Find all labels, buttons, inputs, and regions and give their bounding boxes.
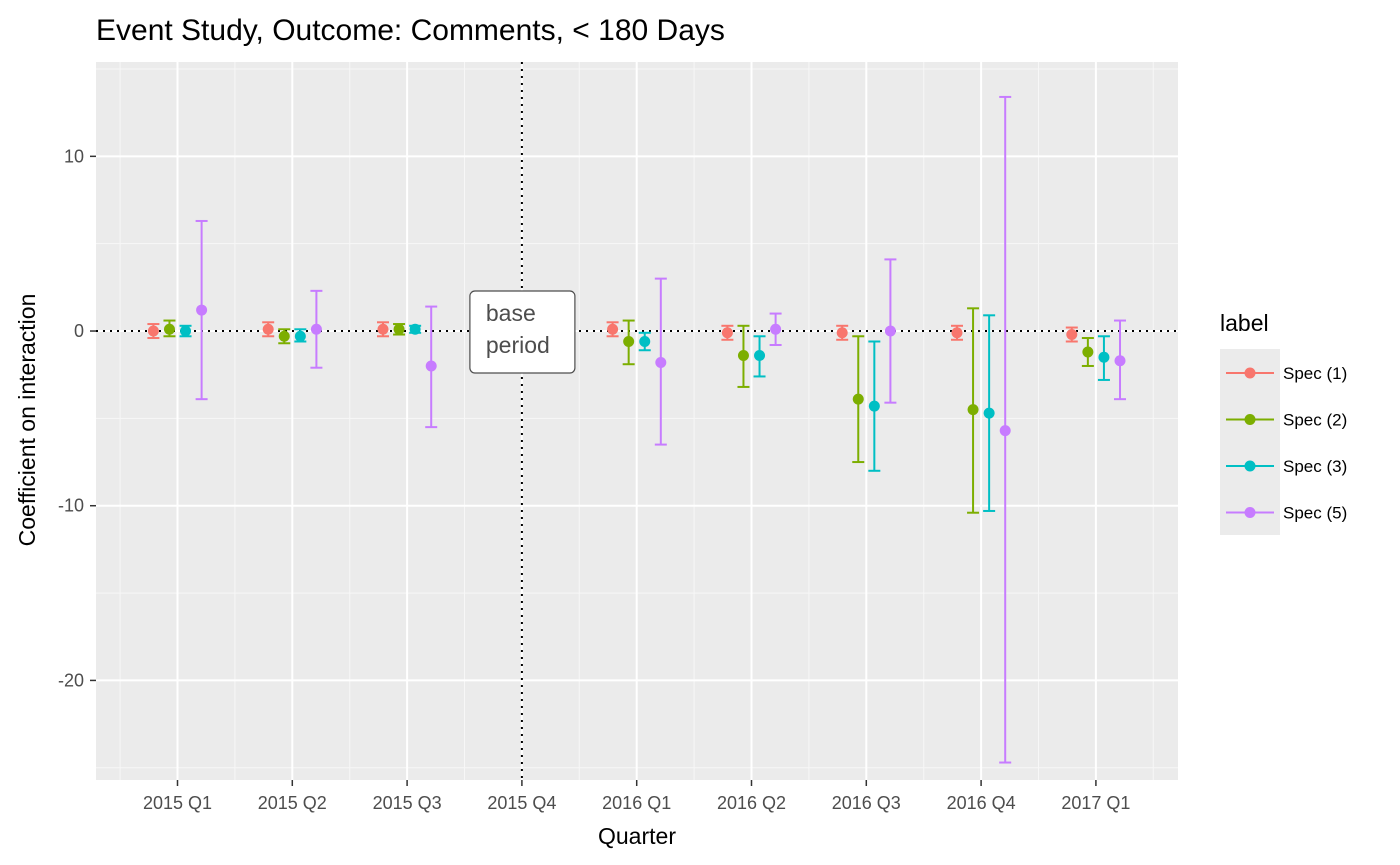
- data-point: [737, 349, 749, 361]
- x-tick-label: 2015 Q2: [258, 793, 327, 813]
- data-point: [409, 323, 421, 335]
- base-period-annotation: base period: [469, 290, 576, 374]
- data-point: [983, 407, 995, 419]
- y-axis: -20 -10 0 10: [58, 146, 96, 690]
- data-point: [1082, 346, 1094, 358]
- data-point: [852, 393, 864, 405]
- data-point: [623, 336, 635, 348]
- data-point: [278, 330, 290, 342]
- legend-item: Spec (1): [1226, 364, 1347, 383]
- y-tick-label: -10: [58, 496, 84, 516]
- reference-lines: [96, 62, 1178, 780]
- legend: label Spec (1) Spec (2) Spec (3) Spec (5): [1220, 310, 1347, 535]
- data-point: [180, 325, 192, 337]
- data-point: [999, 425, 1011, 437]
- data-point: [1098, 351, 1110, 363]
- y-tick-label: -20: [58, 670, 84, 690]
- legend-item: Spec (3): [1226, 457, 1347, 476]
- grid-major: [96, 62, 1178, 780]
- data-point: [770, 323, 782, 335]
- legend-key-point: [1244, 414, 1256, 425]
- x-tick-label: 2016 Q3: [832, 793, 901, 813]
- x-tick-label: 2015 Q3: [373, 793, 442, 813]
- legend-key-background: [1220, 349, 1280, 535]
- legend-title: label: [1220, 310, 1269, 336]
- data-point: [196, 304, 208, 316]
- x-tick-label: 2015 Q1: [143, 793, 212, 813]
- annotation-box: [469, 290, 576, 374]
- data-point: [294, 330, 306, 342]
- data-point: [951, 327, 963, 339]
- chart-title: Event Study, Outcome: Comments, < 180 Da…: [96, 14, 725, 47]
- legend-key-point: [1244, 507, 1256, 518]
- data-point: [377, 323, 389, 335]
- legend-item: Spec (5): [1226, 504, 1347, 523]
- legend-label: Spec (3): [1283, 457, 1347, 476]
- x-tick-label: 2016 Q4: [947, 793, 1016, 813]
- data-point: [836, 327, 848, 339]
- legend-label: Spec (2): [1283, 411, 1347, 430]
- y-axis-title: Coefficient on interaction: [14, 294, 40, 547]
- data-point: [163, 323, 175, 335]
- x-tick-label: 2017 Q1: [1061, 793, 1130, 813]
- data-point: [607, 323, 619, 335]
- annotation-text: base: [486, 300, 536, 326]
- data-point: [639, 336, 651, 348]
- data-point: [721, 327, 733, 339]
- legend-key-point: [1244, 367, 1256, 379]
- data-point: [425, 360, 437, 372]
- data-point: [262, 323, 274, 335]
- y-tick-label: 10: [64, 146, 84, 166]
- data-point: [655, 356, 667, 368]
- x-tick-label: 2016 Q1: [602, 793, 671, 813]
- x-axis: 2015 Q1 2015 Q2 2015 Q3 2015 Q4 2016 Q1 2016 …: [143, 780, 1130, 813]
- data-point: [1066, 329, 1078, 341]
- y-tick-label: 0: [74, 321, 84, 341]
- data-points: [147, 304, 1126, 437]
- data-point: [310, 323, 322, 335]
- data-point: [868, 400, 880, 412]
- legend-label: Spec (5): [1283, 504, 1347, 523]
- x-tick-label: 2015 Q4: [487, 793, 556, 813]
- data-point: [967, 404, 979, 416]
- x-tick-label: 2016 Q2: [717, 793, 786, 813]
- legend-label: Spec (1): [1283, 364, 1347, 383]
- legend-item: Spec (2): [1226, 411, 1347, 430]
- x-axis-title: Quarter: [598, 823, 676, 849]
- legend-key-point: [1244, 460, 1256, 472]
- data-point: [147, 325, 159, 337]
- annotation-text: period: [486, 332, 550, 358]
- data-point: [884, 325, 896, 337]
- data-point: [393, 323, 405, 335]
- data-point: [754, 349, 766, 361]
- data-point: [1114, 355, 1126, 367]
